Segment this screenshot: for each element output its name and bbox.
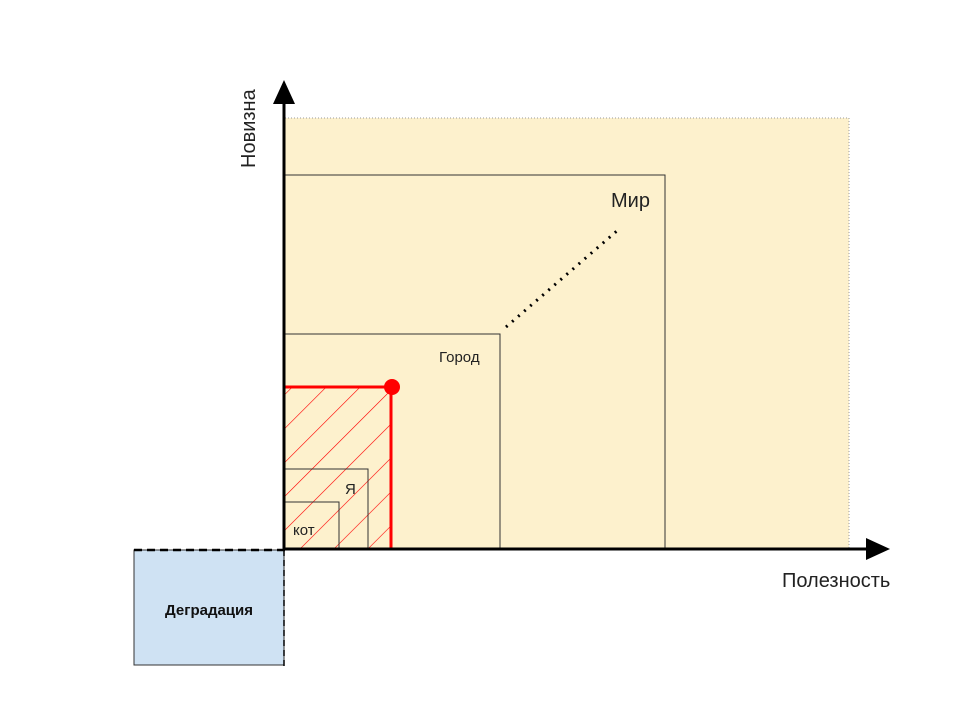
x-axis-arrowhead: [866, 538, 890, 560]
x-axis-label: Полезность: [782, 570, 890, 592]
world-label: Мир: [611, 190, 650, 212]
y-axis-label: Новизна: [238, 88, 260, 168]
degradation-box: [133, 549, 285, 666]
city-label: Город: [439, 349, 480, 366]
cat-label: кот: [293, 522, 315, 539]
degradation-label: Деградация: [165, 602, 253, 619]
red-point: [384, 379, 400, 395]
me-label: Я: [345, 481, 356, 498]
y-axis-arrowhead: [273, 80, 295, 104]
dotted-connector: [505, 228, 619, 329]
hatched-area: [285, 387, 391, 549]
